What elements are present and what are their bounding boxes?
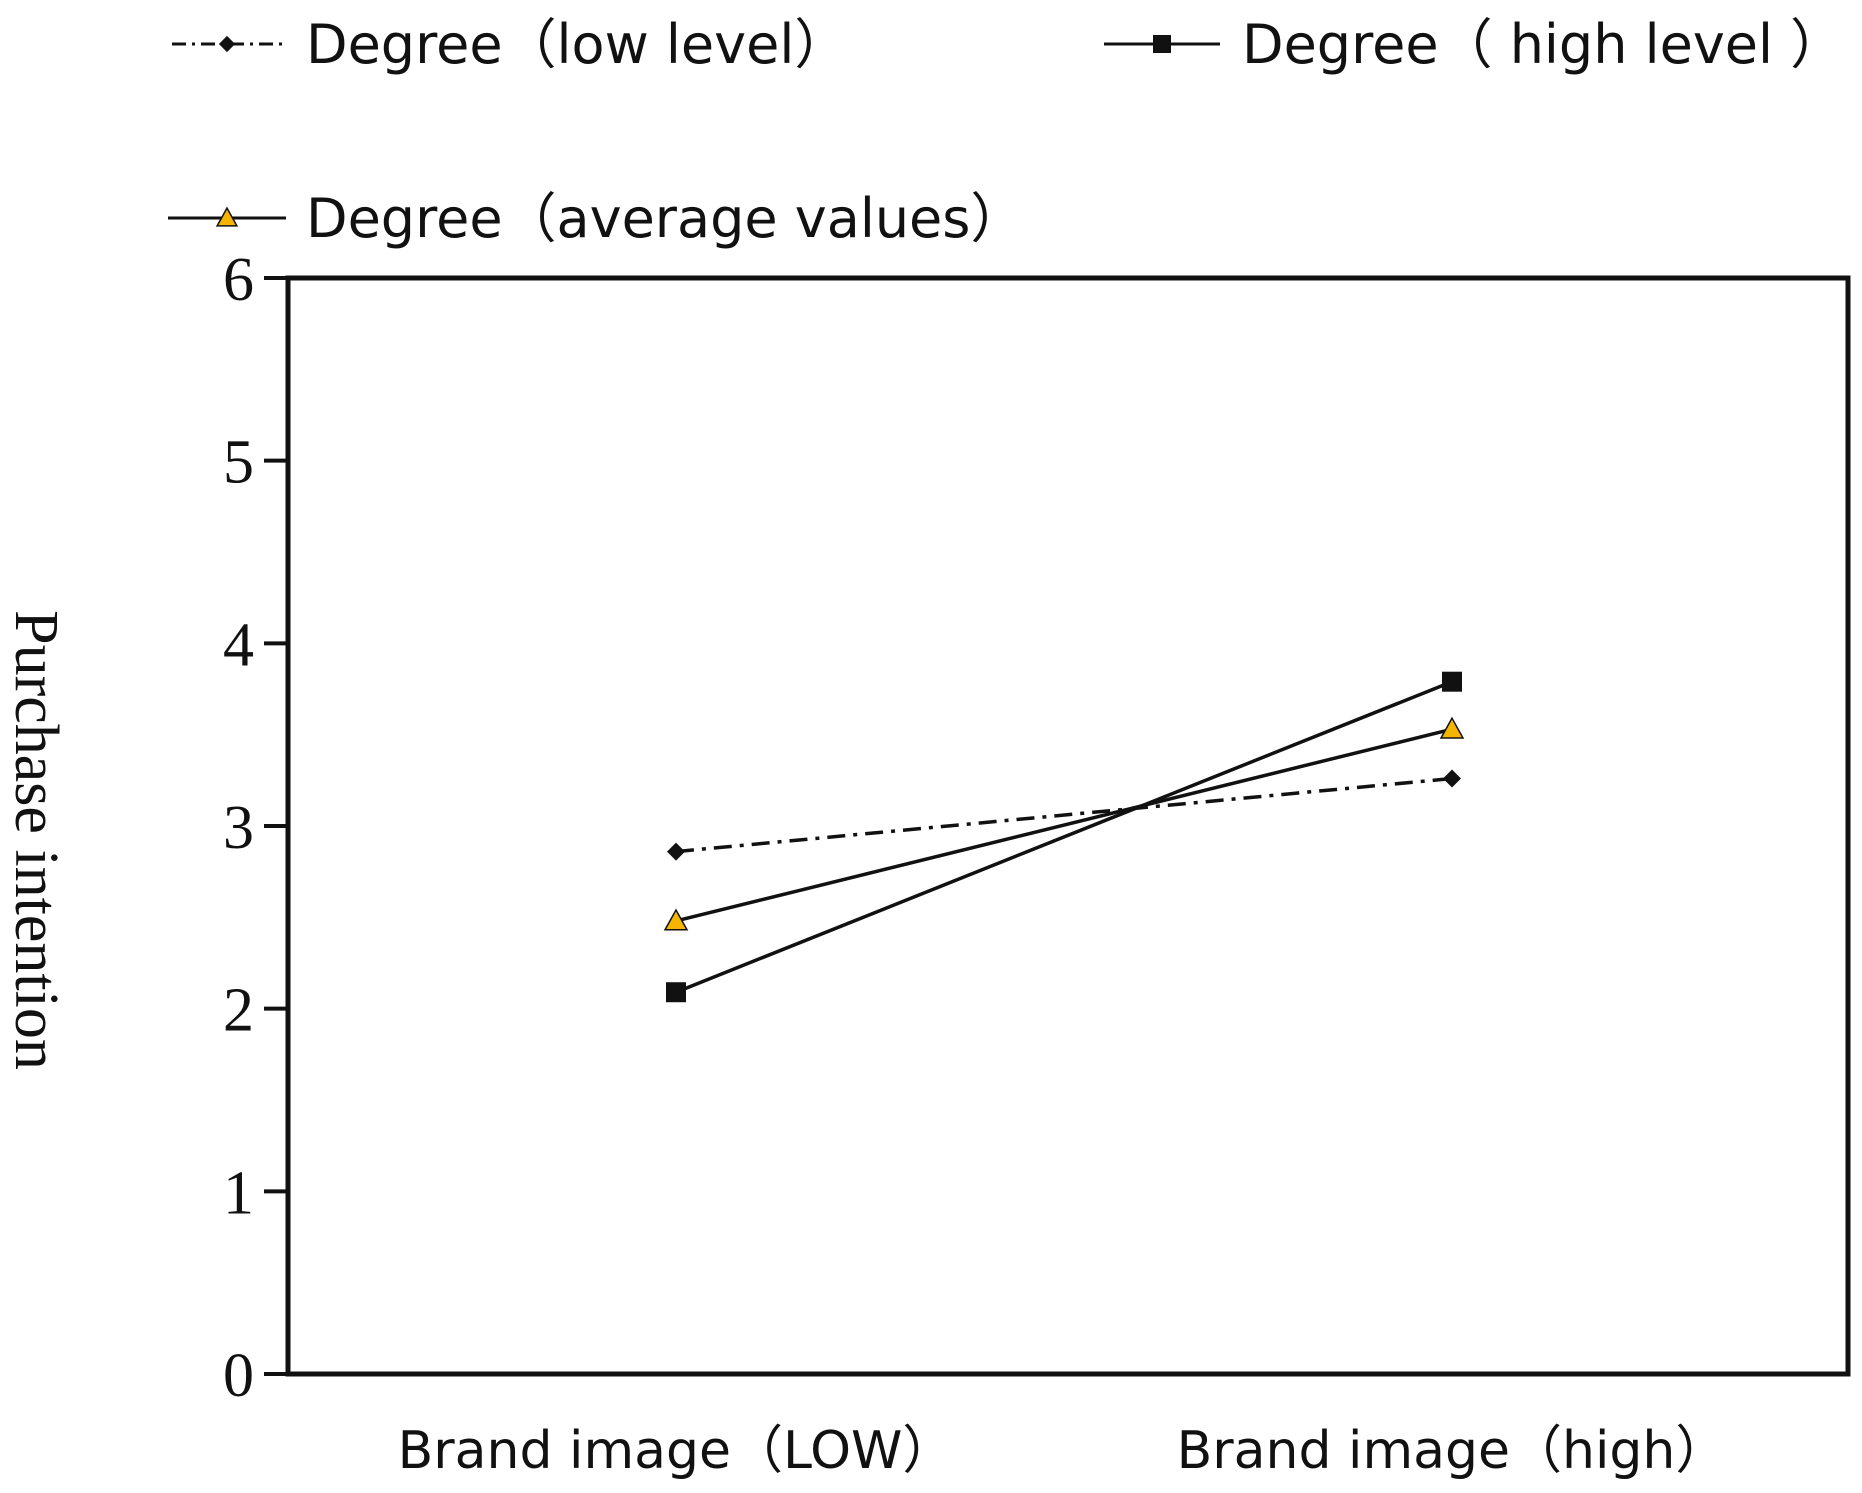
series-square <box>666 671 1462 1003</box>
y-tick-label: 6 <box>223 246 254 314</box>
y-axis: 0 1 2 3 4 5 6 <box>223 246 288 1410</box>
legend-item: Degree（average values） <box>168 187 1024 250</box>
y-tick-label: 1 <box>223 1159 254 1227</box>
data-point-square <box>1153 35 1171 53</box>
data-point-square <box>1442 671 1462 692</box>
data-point-triangle <box>215 206 239 227</box>
series-layer <box>663 671 1465 1003</box>
series-line <box>675 727 1453 923</box>
series-line <box>675 776 1453 854</box>
legend-label: Degree（ high level ） <box>1242 13 1844 76</box>
y-tick-label: 4 <box>223 611 254 679</box>
data-point-square <box>666 982 686 1003</box>
data-point-triangle <box>1439 716 1465 739</box>
y-tick-label: 5 <box>223 429 254 497</box>
y-tick-label: 2 <box>223 977 254 1045</box>
data-point-triangle <box>663 908 689 931</box>
legend-item: Degree（ high level ） <box>1104 13 1844 76</box>
legend-label: Degree（low level） <box>306 13 848 76</box>
data-point-diamond <box>1443 769 1461 788</box>
x-category-label: Brand image（LOW） <box>398 1421 955 1481</box>
data-point-diamond <box>667 842 685 861</box>
x-category-label: Brand image（high） <box>1177 1421 1728 1481</box>
legend: Degree（low level） Degree（ high level ） Deg… <box>168 13 1844 250</box>
data-point-diamond <box>218 35 236 53</box>
legend-item: Degree（low level） <box>172 13 848 76</box>
y-axis-title: Purchase intention <box>2 610 70 1070</box>
y-tick-label: 0 <box>223 1342 254 1410</box>
plot-area <box>285 275 1851 1377</box>
plot-border <box>285 275 1851 1377</box>
series-line <box>675 680 1453 994</box>
series-diamond <box>667 769 1461 861</box>
legend-label: Degree（average values） <box>306 187 1024 250</box>
x-axis: Brand image（LOW） Brand image（high） <box>398 1421 1728 1481</box>
y-tick-label: 3 <box>223 794 254 862</box>
series-triangle <box>663 716 1465 931</box>
